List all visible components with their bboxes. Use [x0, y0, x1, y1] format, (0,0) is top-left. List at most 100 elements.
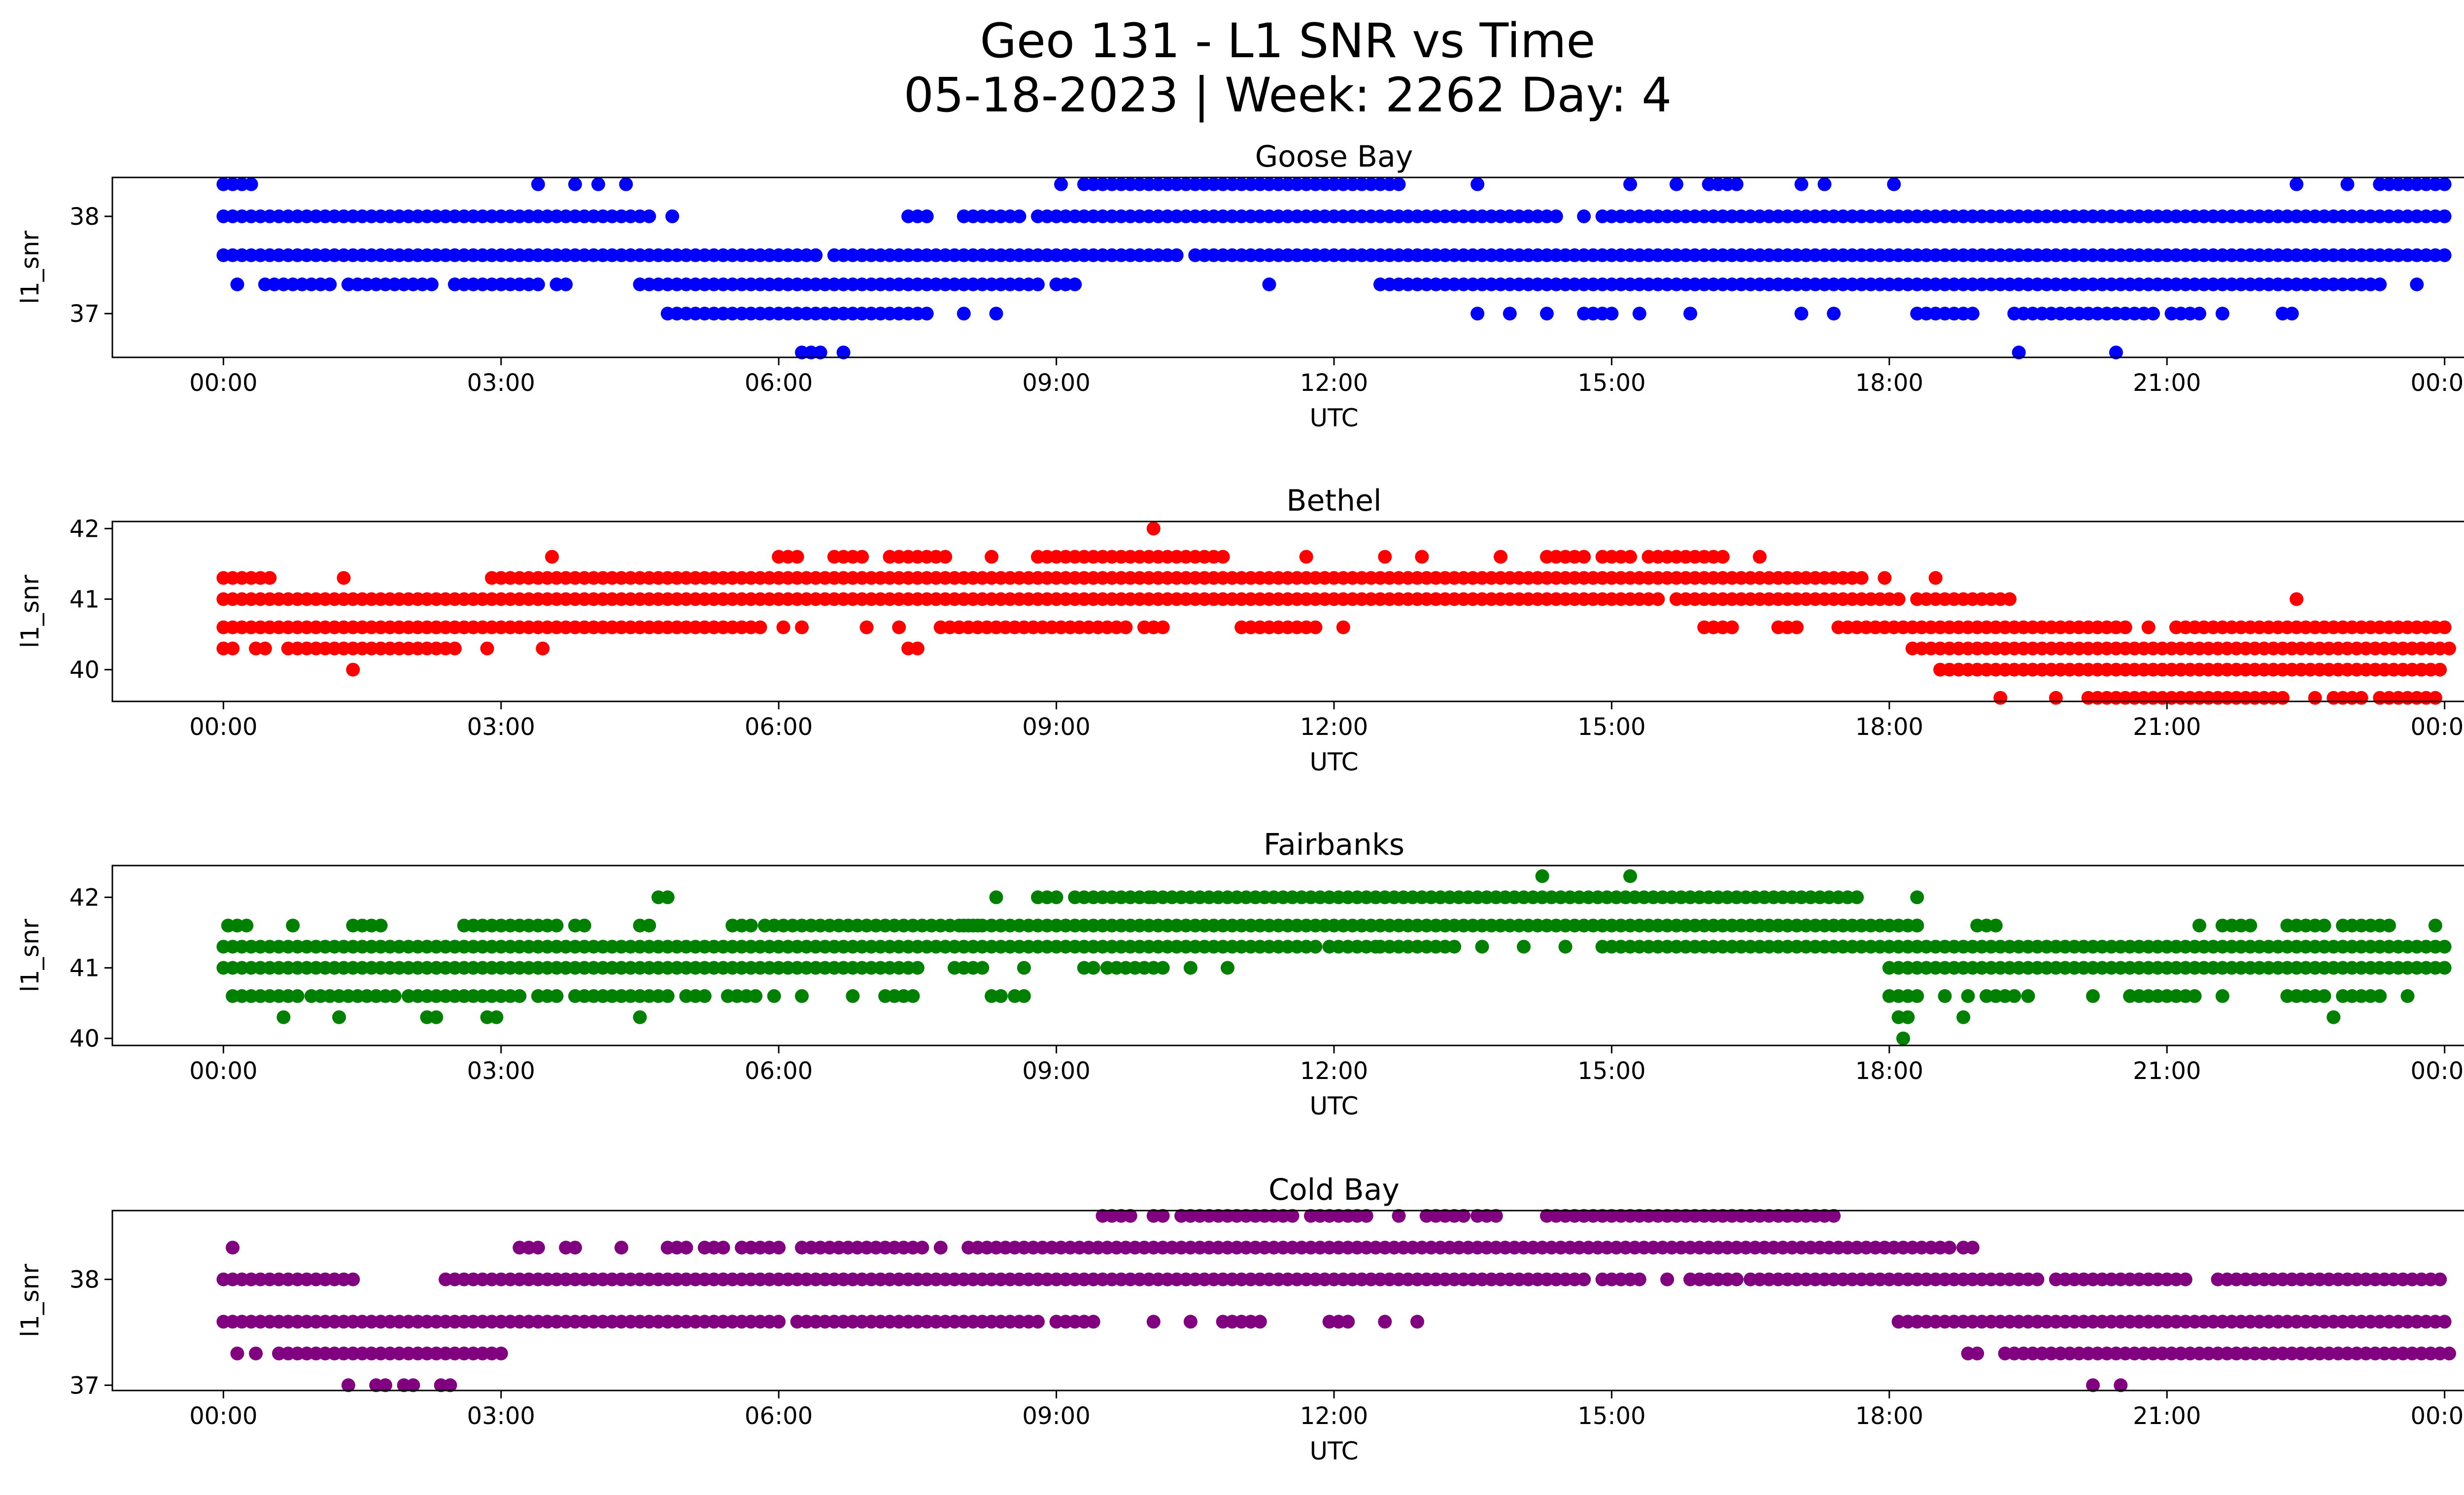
x-tick-label: 21:00	[2133, 369, 2201, 397]
series-points-cold-bay	[216, 1209, 2456, 1392]
data-point	[2290, 592, 2304, 606]
data-point	[2400, 989, 2415, 1003]
data-point	[1336, 620, 1350, 634]
data-point	[1049, 890, 1063, 904]
data-point	[290, 989, 305, 1003]
data-point	[1850, 890, 1864, 904]
x-tick-label: 00:00	[2410, 713, 2464, 741]
data-point	[1715, 550, 1730, 564]
data-point	[258, 641, 272, 656]
data-point	[2146, 307, 2160, 321]
data-point	[1471, 307, 1485, 321]
data-point	[2192, 307, 2206, 321]
y-tick-label: 41	[69, 955, 100, 982]
data-point	[2141, 620, 2156, 634]
data-point	[2178, 1272, 2192, 1286]
data-point	[1410, 1315, 1424, 1329]
x-tick-label: 03:00	[467, 1057, 535, 1085]
data-point	[1854, 571, 1869, 585]
data-point	[1729, 1272, 1744, 1286]
data-point	[1577, 550, 1591, 564]
x-tick-label: 06:00	[745, 1057, 813, 1085]
data-point	[957, 307, 971, 321]
data-point	[1285, 1209, 1300, 1223]
data-point	[1669, 177, 1683, 191]
data-point	[1965, 1241, 1980, 1255]
data-point	[2003, 592, 2017, 606]
data-point	[2188, 989, 2202, 1003]
subplot-cold-bay: 00:00 03:00 06:00 09:00 12:00 15:00 18:00 21:00…	[16, 1173, 2464, 1465]
data-point	[536, 641, 550, 656]
data-point	[1503, 307, 1517, 321]
data-point	[447, 641, 462, 656]
data-point	[332, 1010, 346, 1024]
data-point	[2437, 620, 2452, 634]
data-point	[614, 1241, 628, 1255]
data-point	[276, 1010, 291, 1024]
x-tick-label: 21:00	[2133, 713, 2201, 741]
figure-title-line2: 05-18-2023 | Week: 2262 Day: 4	[903, 68, 1672, 123]
data-point	[1965, 307, 1980, 321]
data-point	[1392, 177, 1406, 191]
y-tick-label: 38	[69, 1266, 100, 1294]
x-tick-label: 21:00	[2133, 1057, 2201, 1085]
x-tick-label: 18:00	[1855, 1402, 1923, 1430]
data-point	[1623, 550, 1637, 564]
data-point	[1577, 1272, 1591, 1286]
data-point	[2215, 307, 2229, 321]
axes-frame	[111, 1210, 2464, 1391]
data-point	[1489, 1209, 1503, 1223]
x-tick-label: 15:00	[1577, 1057, 1645, 1085]
data-point	[1729, 177, 1744, 191]
data-point	[1988, 918, 2003, 933]
data-point	[1794, 177, 1809, 191]
y-tick-label: 42	[69, 884, 100, 911]
data-point	[2049, 691, 2063, 705]
series-points-fairbanks	[216, 869, 2452, 1045]
data-point	[920, 307, 934, 321]
data-point	[378, 1378, 392, 1392]
x-tick-label: 09:00	[1022, 713, 1090, 741]
data-point	[531, 177, 545, 191]
data-point	[1341, 1315, 1355, 1329]
data-point	[1146, 1315, 1161, 1329]
x-tick-label: 21:00	[2133, 1402, 2201, 1430]
data-point	[323, 278, 337, 291]
data-point	[1910, 918, 1924, 933]
data-point	[263, 571, 277, 585]
data-point	[346, 662, 360, 677]
data-point	[772, 1241, 786, 1255]
data-point	[2437, 248, 2452, 262]
y-axis-label: l1_snr	[16, 575, 44, 648]
data-point	[2354, 691, 2368, 705]
data-point	[1632, 307, 1646, 321]
series-points-bethel	[216, 522, 2456, 705]
data-point	[513, 989, 527, 1003]
data-point	[1156, 1209, 1170, 1223]
data-point	[226, 641, 240, 656]
y-tick-label: 38	[69, 203, 100, 231]
data-point	[2114, 1378, 2128, 1392]
x-axis-label: UTC	[1309, 748, 1358, 776]
data-point	[1156, 620, 1170, 634]
data-point	[1651, 592, 1665, 606]
data-point	[1456, 1209, 1471, 1223]
data-point	[910, 961, 924, 975]
x-tick-label: 18:00	[1855, 1057, 1923, 1085]
data-point	[1494, 550, 1507, 564]
y-tick-label: 40	[69, 657, 100, 684]
x-tick-label: 00:00	[2410, 1057, 2464, 1085]
data-point	[374, 918, 388, 933]
data-point	[1558, 939, 1573, 954]
data-point	[1308, 939, 1323, 954]
figure-title-line1: Geo 131 - L1 SNR vs Time	[980, 13, 1596, 69]
data-point	[1577, 209, 1591, 223]
data-point	[767, 989, 781, 1003]
x-tick-label: 00:00	[189, 1057, 257, 1085]
y-tick-label: 42	[69, 515, 100, 543]
data-point	[1183, 1315, 1198, 1329]
data-point	[989, 890, 1003, 904]
data-point	[1878, 571, 1892, 585]
data-point	[226, 1241, 240, 1255]
